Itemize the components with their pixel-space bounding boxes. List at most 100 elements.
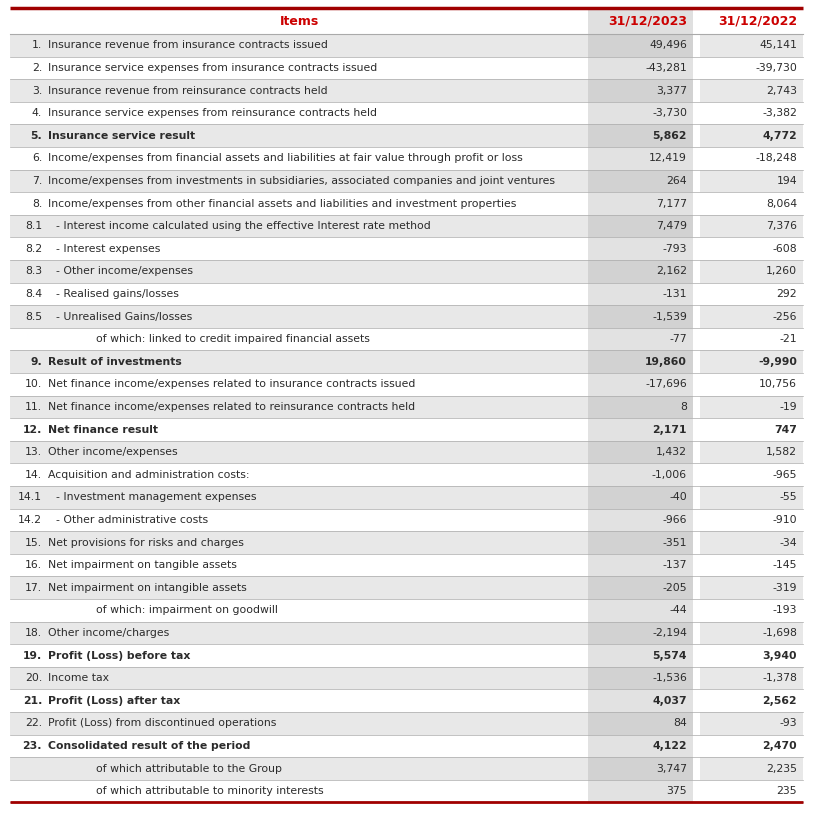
Text: Profit (Loss) from discontinued operations: Profit (Loss) from discontinued operatio… xyxy=(48,718,276,728)
Bar xyxy=(588,463,693,486)
Text: Income tax: Income tax xyxy=(48,673,109,683)
Bar xyxy=(10,395,588,418)
Text: - Interest income calculated using the effective Interest rate method: - Interest income calculated using the e… xyxy=(56,221,431,231)
Text: 1,432: 1,432 xyxy=(656,447,687,457)
Bar xyxy=(700,734,803,757)
Bar xyxy=(700,463,803,486)
Text: 12.: 12. xyxy=(23,425,42,435)
Text: Items: Items xyxy=(280,15,319,28)
Text: 7,177: 7,177 xyxy=(656,199,687,208)
Text: 2,162: 2,162 xyxy=(656,266,687,276)
Text: -44: -44 xyxy=(669,605,687,615)
Text: 3,747: 3,747 xyxy=(656,764,687,774)
Bar xyxy=(700,554,803,577)
Bar xyxy=(700,509,803,531)
Bar xyxy=(10,779,588,802)
Text: -17,696: -17,696 xyxy=(646,379,687,389)
Bar xyxy=(10,667,588,690)
Bar xyxy=(700,102,803,124)
Text: of which: linked to credit impaired financial assets: of which: linked to credit impaired fina… xyxy=(96,334,370,344)
Bar xyxy=(700,667,803,690)
Text: 2,171: 2,171 xyxy=(653,425,687,435)
Bar xyxy=(588,509,693,531)
Text: 3.: 3. xyxy=(32,86,42,96)
Bar xyxy=(10,486,588,509)
Text: 22.: 22. xyxy=(25,718,42,728)
Text: Insurance service result: Insurance service result xyxy=(48,131,195,141)
Text: Result of investments: Result of investments xyxy=(48,357,182,367)
Text: 3,940: 3,940 xyxy=(763,650,797,660)
Bar xyxy=(10,554,588,577)
Text: 4,772: 4,772 xyxy=(763,131,797,141)
Text: 2,562: 2,562 xyxy=(763,696,797,706)
Text: Net finance income/expenses related to insurance contracts issued: Net finance income/expenses related to i… xyxy=(48,379,415,389)
Text: -145: -145 xyxy=(772,560,797,570)
Bar xyxy=(588,644,693,667)
Text: 264: 264 xyxy=(667,176,687,186)
Text: - Investment management expenses: - Investment management expenses xyxy=(56,493,256,502)
Text: 194: 194 xyxy=(776,176,797,186)
Bar xyxy=(10,34,588,56)
Bar xyxy=(10,509,588,531)
Bar xyxy=(700,79,803,102)
Bar xyxy=(700,306,803,328)
Bar xyxy=(10,531,588,554)
Text: 5.: 5. xyxy=(30,131,42,141)
Text: 17.: 17. xyxy=(25,583,42,592)
Bar xyxy=(588,260,693,283)
Bar xyxy=(588,599,693,622)
Text: Profit (Loss) before tax: Profit (Loss) before tax xyxy=(48,650,190,660)
Bar xyxy=(588,8,693,34)
Text: 21.: 21. xyxy=(23,696,42,706)
Bar xyxy=(700,779,803,802)
Bar xyxy=(10,644,588,667)
Text: 19.: 19. xyxy=(23,650,42,660)
Text: 19,860: 19,860 xyxy=(646,357,687,367)
Text: 8: 8 xyxy=(680,402,687,412)
Text: of which: impairment on goodwill: of which: impairment on goodwill xyxy=(96,605,278,615)
Bar xyxy=(10,734,588,757)
Text: 15.: 15. xyxy=(25,538,42,547)
Text: Net impairment on intangible assets: Net impairment on intangible assets xyxy=(48,583,247,592)
Bar xyxy=(10,350,588,373)
Bar xyxy=(588,757,693,779)
Bar xyxy=(588,690,693,712)
Bar xyxy=(700,577,803,599)
Text: -965: -965 xyxy=(772,470,797,480)
Text: 8,064: 8,064 xyxy=(766,199,797,208)
Bar xyxy=(700,192,803,215)
Text: -2,194: -2,194 xyxy=(652,628,687,638)
Text: -1,006: -1,006 xyxy=(652,470,687,480)
Text: 14.1: 14.1 xyxy=(18,493,42,502)
Bar xyxy=(588,238,693,260)
Bar xyxy=(10,599,588,622)
Bar xyxy=(10,712,588,734)
Bar xyxy=(700,531,803,554)
Bar xyxy=(700,56,803,79)
Text: -966: -966 xyxy=(663,515,687,525)
Bar xyxy=(588,215,693,238)
Bar xyxy=(10,102,588,124)
Text: -319: -319 xyxy=(772,583,797,592)
Bar xyxy=(588,373,693,395)
Bar xyxy=(588,283,693,306)
Text: 8.3: 8.3 xyxy=(25,266,42,276)
Text: 20.: 20. xyxy=(24,673,42,683)
Bar xyxy=(700,34,803,56)
Text: -1,378: -1,378 xyxy=(762,673,797,683)
Text: Income/expenses from other financial assets and liabilities and investment prope: Income/expenses from other financial ass… xyxy=(48,199,516,208)
Bar xyxy=(588,622,693,644)
Text: 31/12/2023: 31/12/2023 xyxy=(608,15,687,28)
Text: 8.: 8. xyxy=(32,199,42,208)
Bar xyxy=(588,170,693,192)
Bar xyxy=(700,170,803,192)
Bar xyxy=(10,757,588,779)
Text: 5,862: 5,862 xyxy=(653,131,687,141)
Bar xyxy=(10,79,588,102)
Bar xyxy=(588,34,693,56)
Bar xyxy=(700,712,803,734)
Bar xyxy=(588,734,693,757)
Text: -77: -77 xyxy=(669,334,687,344)
Text: 747: 747 xyxy=(774,425,797,435)
Text: -910: -910 xyxy=(772,515,797,525)
